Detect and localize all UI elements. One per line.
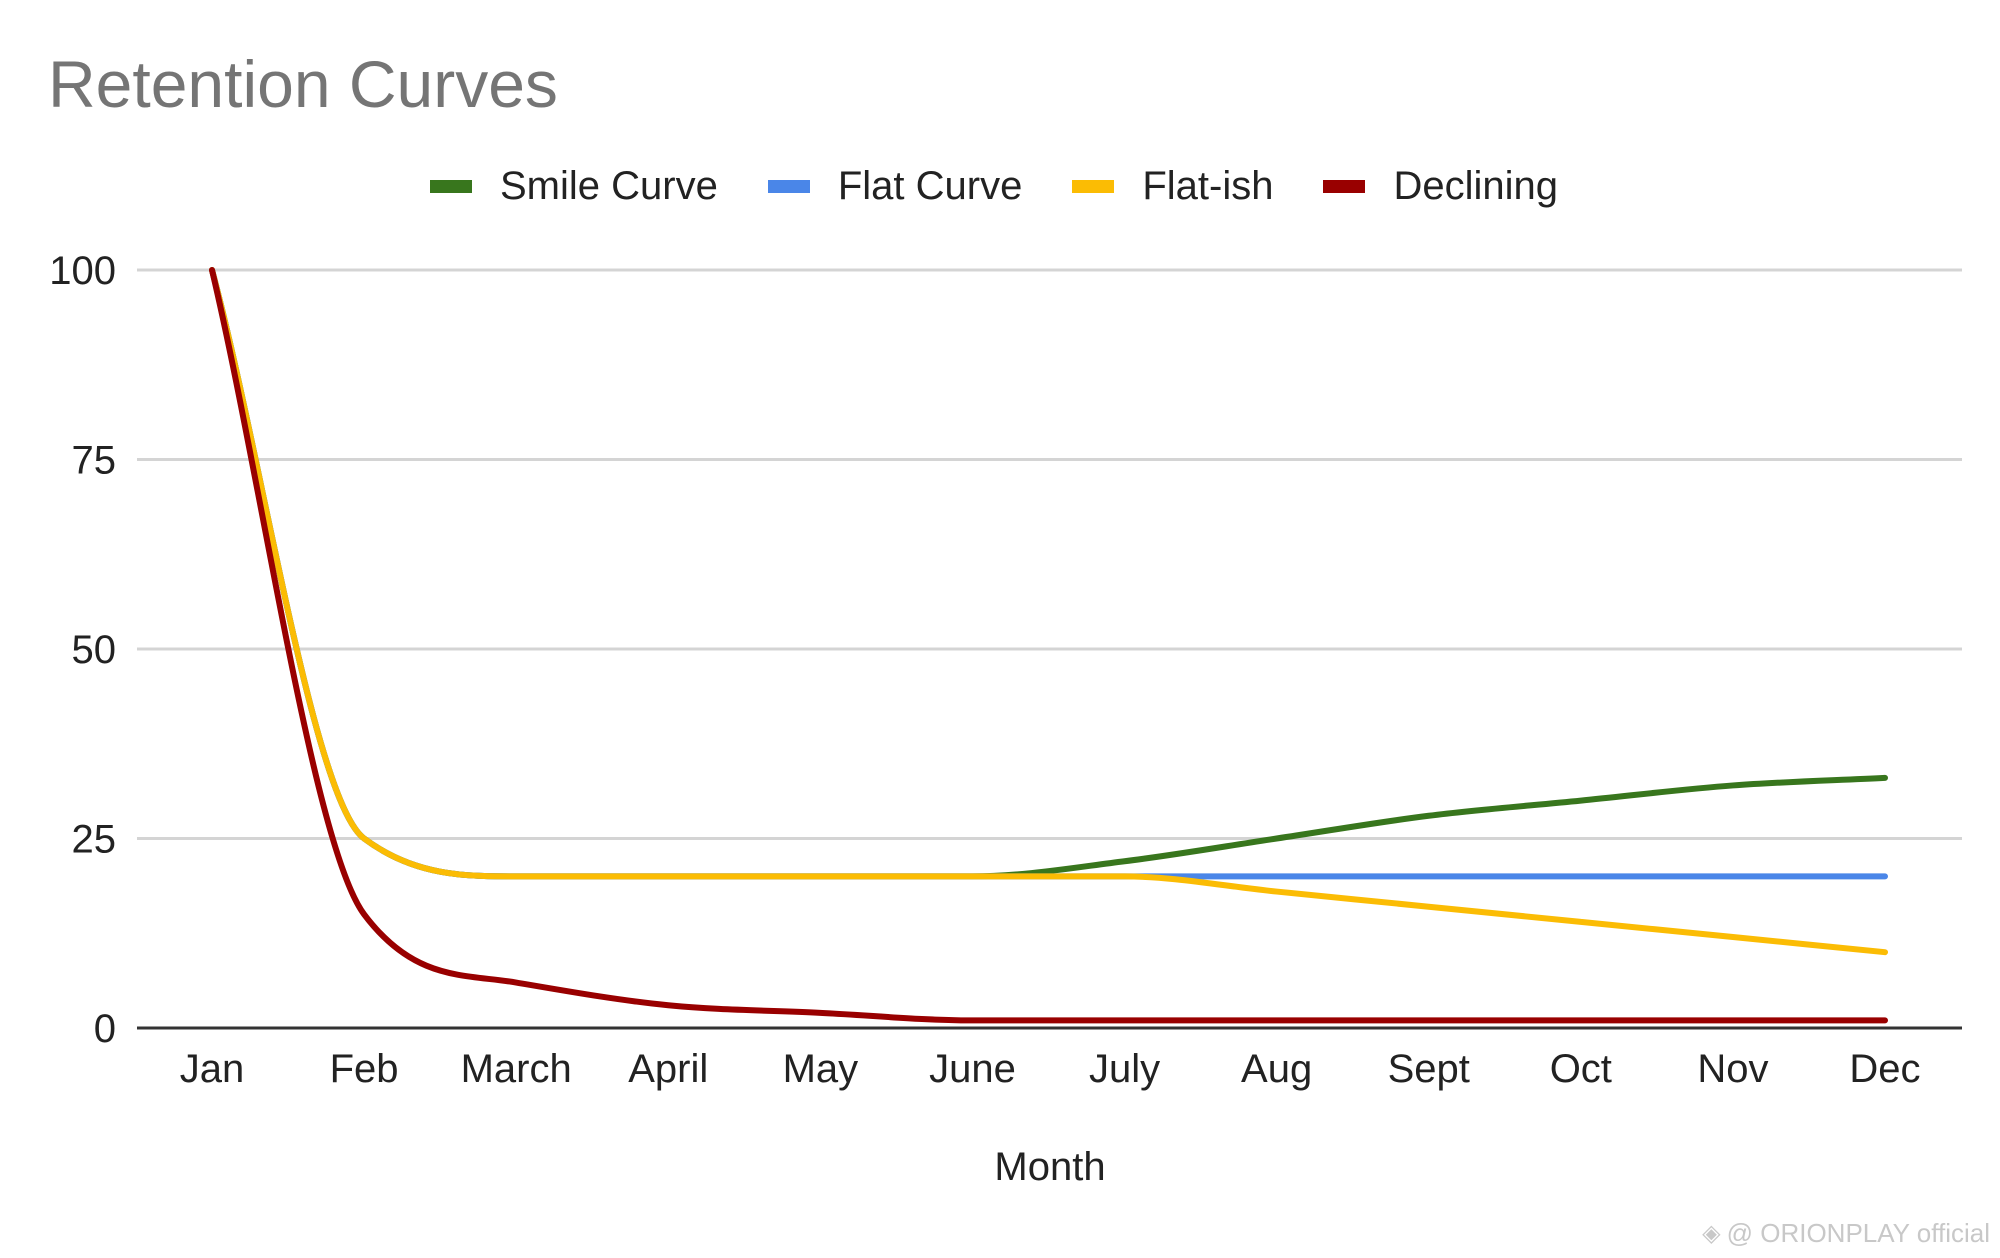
legend-swatch-flat-curve [767, 179, 810, 193]
legend-label-flat-curve: Flat Curve [837, 163, 1023, 208]
series-line-declining [209, 267, 1888, 1024]
legend-label-flat-ish: Flat-ish [1142, 163, 1274, 208]
legend-swatch-flat-ish [1072, 179, 1115, 193]
y-tick-label-25: 25 [72, 818, 117, 862]
legend-item-declining: Declining [1323, 164, 1558, 209]
x-tick-label-may: May [783, 1047, 859, 1091]
y-tick-label-100: 100 [49, 249, 116, 293]
x-tick-label-sept: Sept [1388, 1047, 1470, 1091]
x-tick-label-june: June [929, 1047, 1016, 1091]
watermark-text: @ ORIONPLAY official [1726, 1218, 1990, 1248]
x-tick-label-oct: Oct [1550, 1047, 1612, 1091]
y-tick-label-0: 0 [94, 1007, 116, 1051]
x-tick-label-feb: Feb [330, 1047, 399, 1091]
diamond-logo-icon: ◈ [1702, 1220, 1721, 1247]
x-tick-label-april: April [628, 1047, 708, 1091]
legend-label-declining: Declining [1393, 163, 1559, 208]
chart-title: Retention Curves [48, 47, 558, 121]
legend-item-flat-curve: Flat Curve [767, 163, 1023, 209]
watermark: ◈ @ ORIONPLAY official [1702, 1218, 1990, 1249]
y-tick-label-75: 75 [72, 439, 117, 483]
legend-item-smile-curve: Smile Curve [430, 164, 718, 209]
x-tick-label-aug: Aug [1241, 1047, 1312, 1091]
y-tick-label-50: 50 [72, 628, 117, 672]
legend-item-flat-ish: Flat-ish [1072, 164, 1273, 209]
legend-swatch-smile-curve [430, 179, 472, 193]
series-line-flat-ish [209, 267, 1888, 956]
legend-swatch-declining [1323, 179, 1366, 193]
x-tick-label-jan: Jan [180, 1047, 245, 1091]
chart-legend: Smile Curve Flat Curve Flat-ish Declining [430, 158, 1608, 214]
x-tick-label-nov: Nov [1697, 1047, 1768, 1091]
x-tick-label-dec: Dec [1849, 1047, 1920, 1091]
legend-label-smile-curve: Smile Curve [500, 163, 718, 208]
x-tick-label-july: July [1089, 1047, 1160, 1091]
x-tick-label-march: March [461, 1047, 572, 1091]
series-line-flat-curve [209, 267, 1888, 880]
series-line-smile-curve [209, 267, 1888, 880]
